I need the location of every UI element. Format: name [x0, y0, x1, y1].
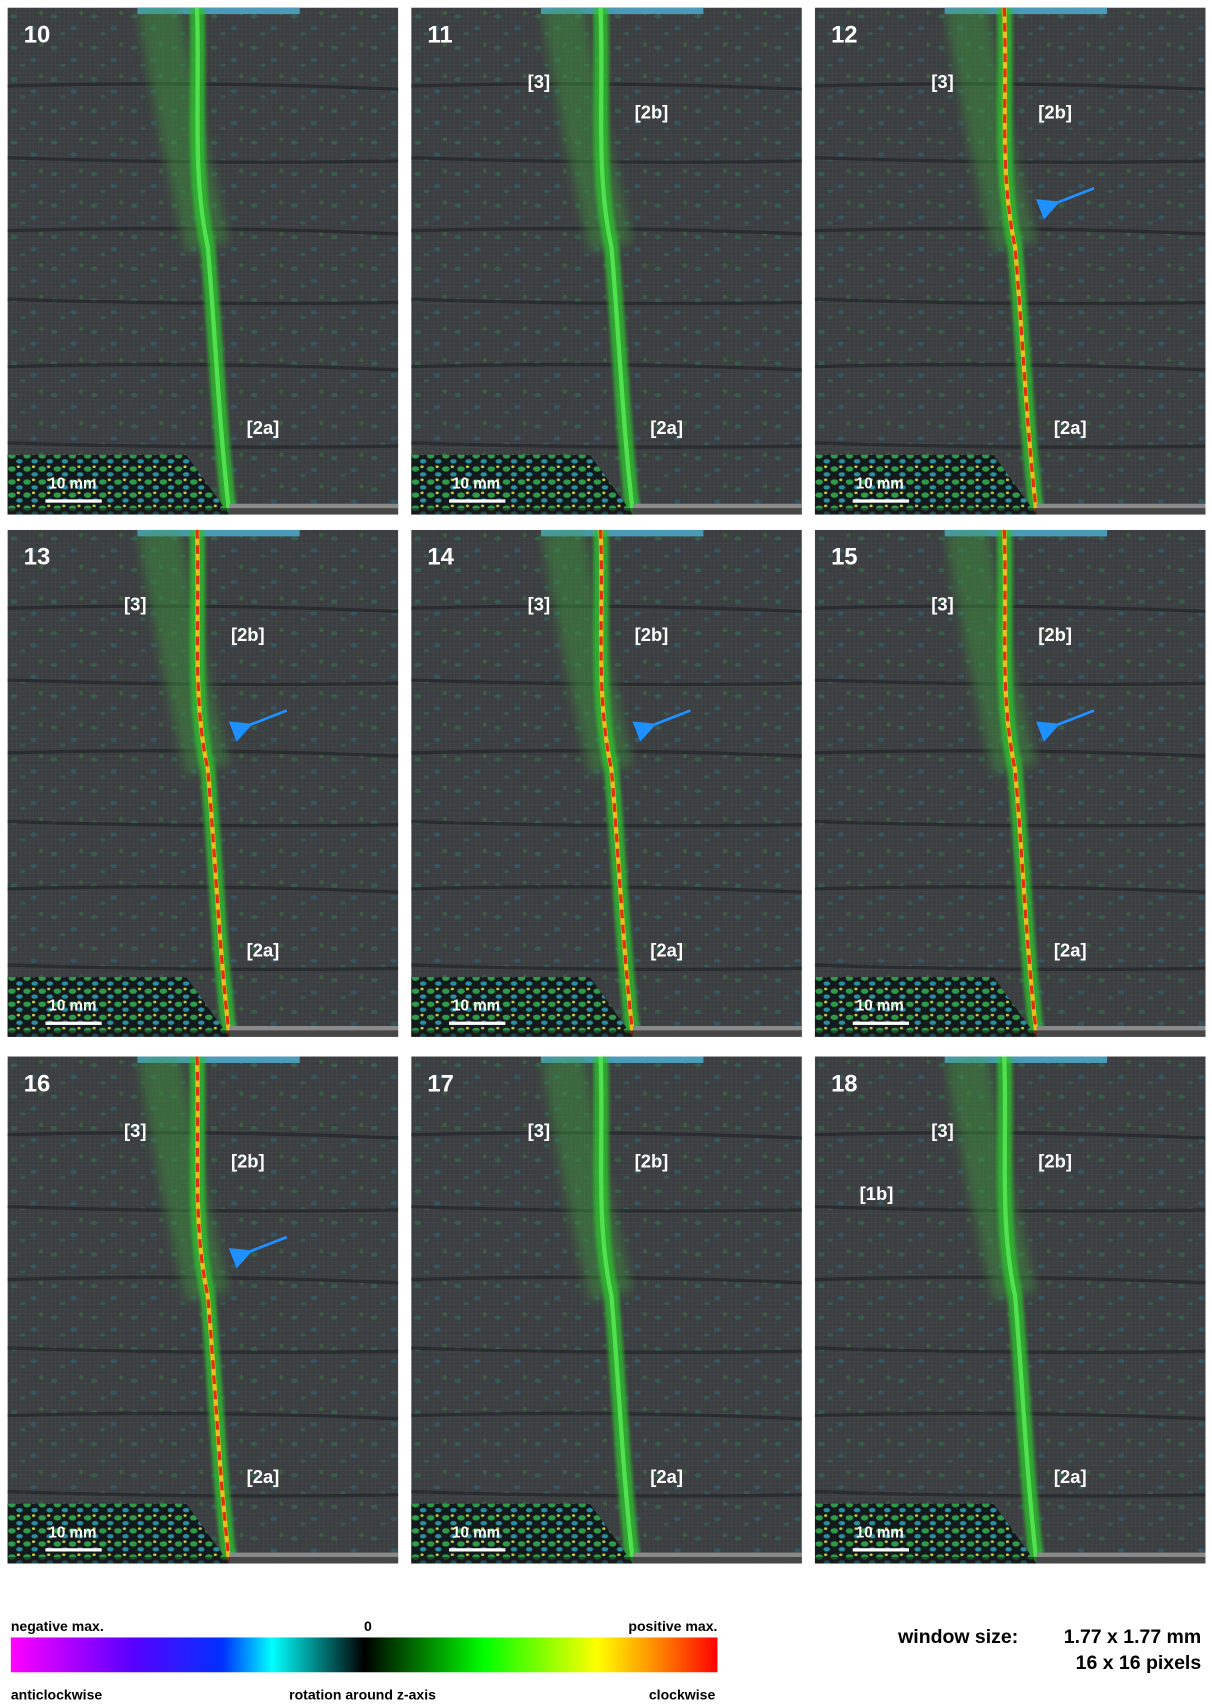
panel-image: [8, 8, 399, 515]
panel-number: 15: [831, 544, 857, 571]
panel-image: [815, 8, 1206, 515]
panel-image: [411, 530, 802, 1037]
zone-label: [2a]: [650, 1466, 683, 1487]
scale-bar-label: 10 mm: [856, 1524, 904, 1541]
panel: 15 [3] [2b] [2a] 10 mm: [815, 530, 1206, 1037]
scale-bar: [449, 499, 505, 502]
window-size: 1.77 x 1.77 mm: [1064, 1626, 1201, 1648]
zone-label: [2a]: [1054, 417, 1087, 438]
zone-label: [2b]: [635, 1150, 669, 1171]
panel-number: 17: [427, 1070, 453, 1097]
zone-label: [2a]: [1054, 1466, 1087, 1487]
panel-number: 10: [24, 21, 50, 48]
scale-bar: [853, 1548, 909, 1551]
scale-bar-label: 10 mm: [49, 1524, 97, 1541]
zone-label: [2b]: [1038, 624, 1072, 645]
zone-label: [2a]: [247, 939, 280, 960]
zone-label: [2a]: [650, 417, 683, 438]
base-edge: [411, 1557, 802, 1564]
scale-bar: [45, 1548, 101, 1551]
colorbar-label: clockwise: [649, 1686, 716, 1702]
panel-image: [411, 1056, 802, 1563]
scale-bar: [853, 1022, 909, 1025]
panel-number: 12: [831, 21, 857, 48]
zone-label: [3]: [528, 593, 550, 614]
panel: 10 [2a] 10 mm: [8, 8, 399, 515]
scale-bar: [45, 1022, 101, 1025]
zone-label: [3]: [931, 593, 953, 614]
zone-label: [3]: [528, 71, 550, 92]
colorbar-label: positive max.: [628, 1618, 717, 1634]
panel-image: [411, 8, 802, 515]
zone-label: [2b]: [1038, 102, 1072, 123]
zone-label: [2a]: [650, 939, 683, 960]
scale-bar-label: 10 mm: [452, 998, 500, 1015]
panel-image: [8, 1056, 399, 1563]
panel: 13 [3] [2b] [2a] 10 mm: [8, 530, 399, 1037]
base-edge: [815, 1030, 1206, 1037]
zone-label: [2a]: [247, 417, 280, 438]
colorbar-label: anticlockwise: [11, 1686, 103, 1702]
panel: 17 [3] [2b] [2a] 10 mm: [411, 1056, 802, 1563]
zone-label: [1b]: [860, 1183, 894, 1204]
zone-label: [2b]: [635, 624, 669, 645]
page: {"panels": [ {"number": "10", "labels": …: [0, 0, 1212, 1706]
panel: 11 [3] [2b] [2a] 10 mm: [411, 8, 802, 515]
zone-label: [3]: [931, 1120, 953, 1141]
zone-label: [2b]: [1038, 1150, 1072, 1171]
figure: negative max. 0 positive max. anticlockw…: [0, 0, 1212, 1706]
panel-image: [815, 1056, 1206, 1563]
zone-label: [2b]: [635, 102, 669, 123]
base-edge: [411, 508, 802, 515]
base-edge: [815, 508, 1206, 515]
panel-number: 13: [24, 544, 50, 571]
zone-label: [3]: [528, 1120, 550, 1141]
panel-number: 14: [427, 544, 454, 571]
zone-label: [3]: [931, 71, 953, 92]
zone-label: [2a]: [247, 1466, 280, 1487]
base-edge: [411, 1030, 802, 1037]
zone-label: [2a]: [1054, 939, 1087, 960]
panel-number: 11: [427, 21, 452, 48]
scale-bar-label: 10 mm: [856, 475, 904, 492]
scale-bar: [45, 499, 101, 502]
panel: 12 [3] [2b] [2a] 10 mm: [815, 8, 1206, 515]
panel-image: [815, 530, 1206, 1037]
panel-number: 18: [831, 1070, 857, 1097]
window-label: window size:: [897, 1626, 1018, 1648]
panel: 14 [3] [2b] [2a] 10 mm: [411, 530, 802, 1037]
panel-number: 16: [24, 1070, 50, 1097]
colorbar-label: rotation around z-axis: [289, 1686, 436, 1702]
panel-image: [8, 530, 399, 1037]
scale-bar-label: 10 mm: [49, 475, 97, 492]
base-edge: [8, 1030, 399, 1037]
scale-bar: [449, 1022, 505, 1025]
scale-bar-label: 10 mm: [452, 475, 500, 492]
base-edge: [8, 1557, 399, 1564]
scale-bar-label: 10 mm: [856, 998, 904, 1015]
colorbar: [11, 1637, 718, 1672]
colorbar-label: negative max.: [11, 1618, 104, 1634]
zone-label: [3]: [124, 593, 146, 614]
base-edge: [815, 1557, 1206, 1564]
panel: 18 [3] [2b] [1b] [2a] 10 mm: [815, 1056, 1206, 1563]
colorbar-label: 0: [364, 1618, 372, 1634]
scale-bar-label: 10 mm: [49, 998, 97, 1015]
scale-bar: [449, 1548, 505, 1551]
window-pixels: 16 x 16 pixels: [1076, 1652, 1202, 1674]
panel: 16 [3] [2b] [2a] 10 mm: [8, 1056, 399, 1563]
zone-label: [2b]: [231, 1150, 265, 1171]
zone-label: [2b]: [231, 624, 265, 645]
zone-label: [3]: [124, 1120, 146, 1141]
scale-bar: [853, 499, 909, 502]
base-edge: [8, 508, 399, 515]
scale-bar-label: 10 mm: [452, 1524, 500, 1541]
